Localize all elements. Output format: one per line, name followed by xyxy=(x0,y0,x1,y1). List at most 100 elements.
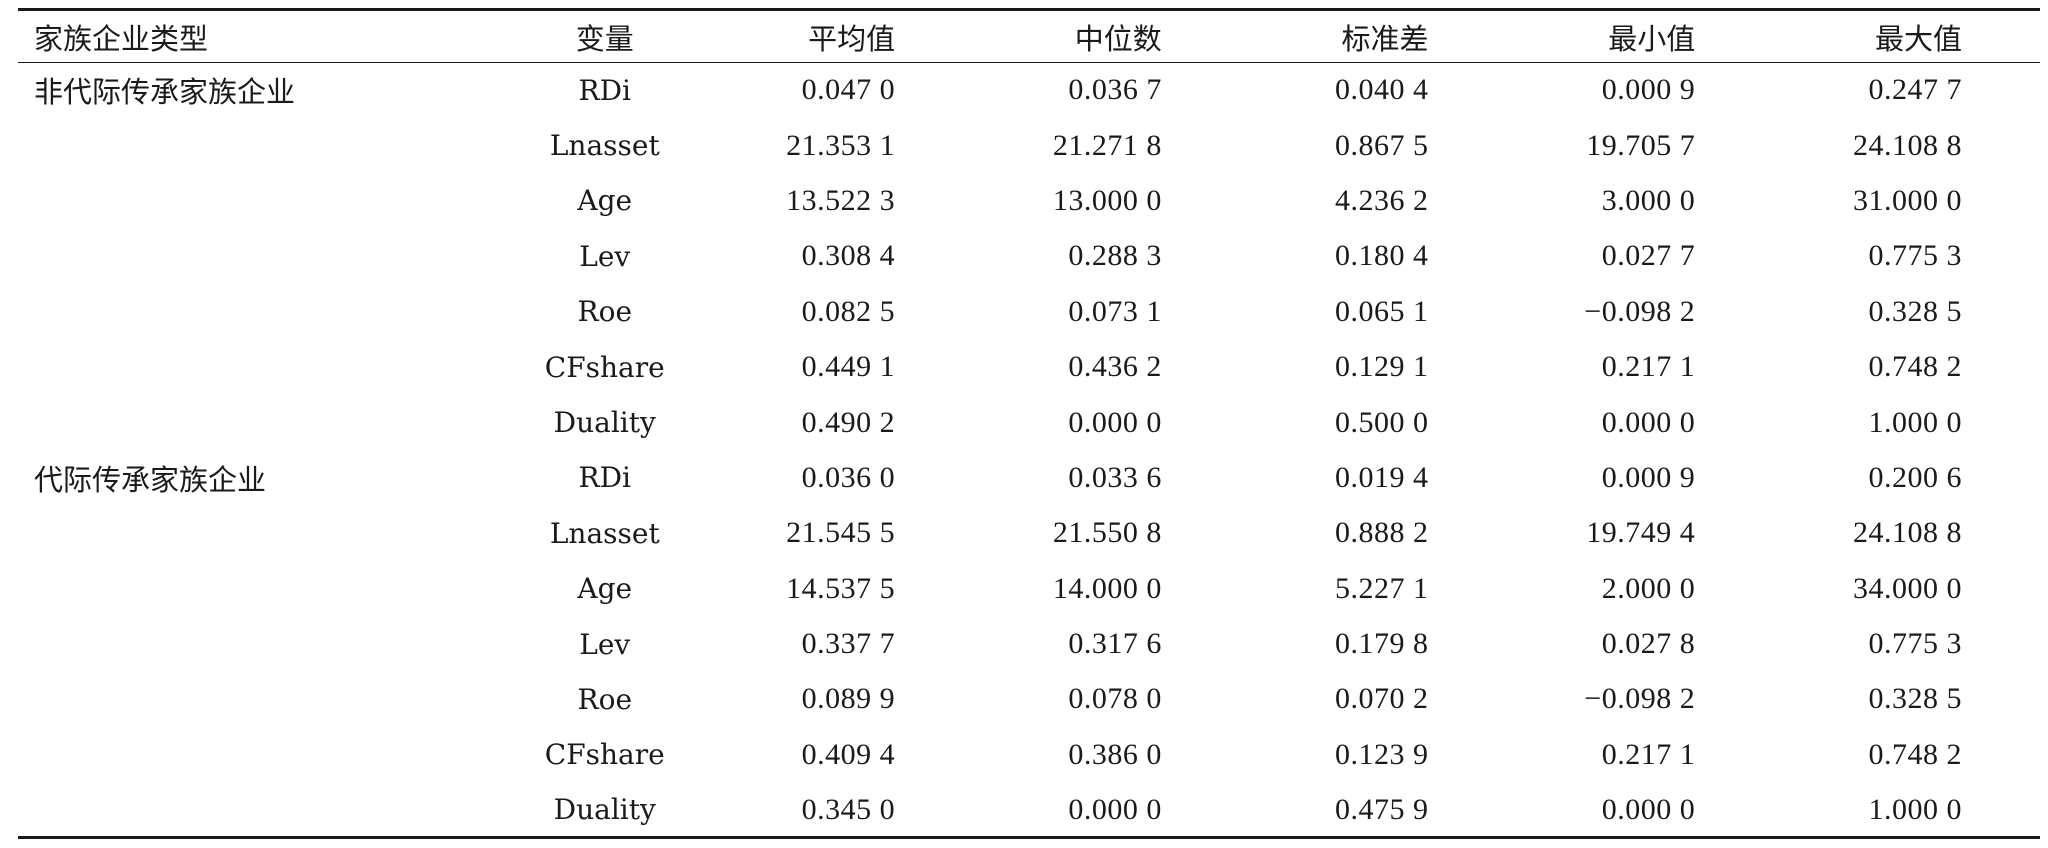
cell-std-dev: 0.180 4 xyxy=(1335,239,1429,273)
cell-min: 19.705 7 xyxy=(1586,128,1696,162)
cell-max: 24.108 8 xyxy=(1853,128,1962,162)
table-row: CFshare 0.409 4 0.386 0 0.123 9 0.217 1 0.748… xyxy=(18,727,2040,782)
table-row: Age 13.522 3 13.000 0 4.236 2 3.000 0 31.000 … xyxy=(18,173,2040,228)
cell-median: 0.000 0 xyxy=(973,782,1240,840)
header-min: 最小值 xyxy=(1506,8,1774,63)
table-row: Age 14.537 5 14.000 0 5.227 1 2.000 0 34.000 … xyxy=(18,561,2040,616)
cell-firm-type xyxy=(18,672,503,727)
cell-median: 0.033 6 xyxy=(1068,460,1162,494)
table-header: 家族企业类型 变量 平均值 中位数 标准差 最小值 最大值 xyxy=(18,8,2040,63)
cell-max: 0.247 7 xyxy=(1868,73,1962,107)
cell-variable: Duality xyxy=(503,782,707,840)
cell-std-dev: 0.019 4 xyxy=(1335,460,1429,494)
cell-firm-type xyxy=(18,284,503,339)
table-row: 代际传承家族企业 RDi 0.036 0 0.033 6 0.019 4 0.000 9 0… xyxy=(18,450,2040,505)
table-row: 非代际传承家族企业 RDi 0.047 0 0.036 7 0.040 4 0.000 9… xyxy=(18,63,2040,118)
cell-variable: Lev xyxy=(579,239,631,273)
cell-std-dev: 0.475 9 xyxy=(1239,782,1507,840)
cell-firm-type xyxy=(18,173,503,228)
cell-median: 14.000 0 xyxy=(1052,571,1162,605)
cell-max: 0.775 3 xyxy=(1868,627,1962,661)
cell-mean: 0.449 1 xyxy=(801,350,896,384)
cell-median: 13.000 0 xyxy=(1052,183,1162,217)
cell-variable: Duality xyxy=(553,406,656,440)
cell-std-dev: 0.129 1 xyxy=(1335,350,1429,384)
table-row: Lev 0.308 4 0.288 3 0.180 4 0.027 7 0.775 3 xyxy=(18,229,2040,284)
cell-variable: Roe xyxy=(577,682,633,716)
header-std-dev: 标准差 xyxy=(1239,8,1507,63)
cell-median: 0.317 6 xyxy=(1068,627,1162,661)
cell-median: 0.036 7 xyxy=(1068,73,1162,107)
cell-median: 0.288 3 xyxy=(1068,239,1162,273)
cell-std-dev: 0.179 8 xyxy=(1335,627,1429,661)
cell-firm-type: 非代际传承家族企业 xyxy=(34,75,296,110)
cell-std-dev: 0.070 2 xyxy=(1335,682,1429,716)
cell-max: 1.000 0 xyxy=(1773,782,2040,840)
cell-variable: CFshare xyxy=(544,738,665,772)
cell-variable: Lnasset xyxy=(549,516,660,550)
cell-median: 0.073 1 xyxy=(1068,294,1162,328)
cell-variable: Lnasset xyxy=(549,129,660,163)
cell-mean: 0.409 4 xyxy=(801,737,896,771)
cell-min: 0.000 9 xyxy=(1601,73,1696,107)
cell-min: 0.027 8 xyxy=(1601,627,1696,661)
cell-variable: CFshare xyxy=(544,350,665,384)
cell-mean: 0.089 9 xyxy=(801,682,896,716)
descriptive-statistics-table: 家族企业类型 变量 平均值 中位数 标准差 最小值 最大值 非代际传承家族企业 R… xyxy=(18,8,2040,840)
cell-min: −0.098 2 xyxy=(1584,682,1696,716)
cell-max: 0.775 3 xyxy=(1868,239,1962,273)
cell-mean: 0.345 0 xyxy=(706,782,974,840)
cell-mean: 0.337 7 xyxy=(801,627,896,661)
cell-max: 1.000 0 xyxy=(1868,405,1962,439)
cell-variable: Roe xyxy=(577,295,633,329)
table-row: Duality 0.345 0 0.000 0 0.475 9 0.000 0 1.000… xyxy=(18,782,2040,840)
cell-firm-type xyxy=(18,782,504,840)
cell-variable: Age xyxy=(577,184,633,218)
table-body: 非代际传承家族企业 RDi 0.047 0 0.036 7 0.040 4 0.000 9… xyxy=(18,63,2040,840)
table-row: Lnasset 21.353 1 21.271 8 0.867 5 19.705 7 24… xyxy=(18,118,2040,173)
cell-std-dev: 0.065 1 xyxy=(1335,294,1429,328)
cell-median: 21.550 8 xyxy=(1052,516,1162,550)
cell-firm-type xyxy=(18,118,503,173)
cell-max: 24.108 8 xyxy=(1853,516,1962,550)
cell-min: 0.027 7 xyxy=(1601,239,1696,273)
cell-median: 0.000 0 xyxy=(1068,405,1162,439)
cell-std-dev: 0.040 4 xyxy=(1335,73,1429,107)
cell-std-dev: 0.888 2 xyxy=(1335,516,1429,550)
cell-min: 0.000 0 xyxy=(1601,405,1696,439)
cell-max: 31.000 0 xyxy=(1853,183,1962,217)
cell-max: 34.000 0 xyxy=(1853,571,1962,605)
cell-min: 0.217 1 xyxy=(1601,737,1696,771)
header-row: 家族企业类型 变量 平均值 中位数 标准差 最小值 最大值 xyxy=(18,8,2040,63)
cell-variable: Lev xyxy=(579,627,631,661)
cell-firm-type xyxy=(18,727,503,782)
cell-std-dev: 0.500 0 xyxy=(1335,405,1429,439)
cell-mean: 21.545 5 xyxy=(786,516,896,550)
cell-min: 19.749 4 xyxy=(1586,516,1696,550)
cell-firm-type xyxy=(18,339,503,394)
table-row: Roe 0.089 9 0.078 0 0.070 2 −0.098 2 0.328 5 xyxy=(18,672,2040,727)
cell-max: 0.328 5 xyxy=(1868,682,1962,716)
cell-max: 0.200 6 xyxy=(1868,460,1962,494)
cell-firm-type xyxy=(18,506,503,561)
table-row: Roe 0.082 5 0.073 1 0.065 1 −0.098 2 0.328 5 xyxy=(18,284,2040,339)
cell-min: 3.000 0 xyxy=(1601,183,1696,217)
cell-median: 0.436 2 xyxy=(1068,350,1162,384)
cell-max: 0.748 2 xyxy=(1868,350,1962,384)
cell-min: 2.000 0 xyxy=(1601,571,1696,605)
header-max: 最大值 xyxy=(1773,8,2040,63)
cell-firm-type: 代际传承家族企业 xyxy=(34,462,267,497)
cell-firm-type xyxy=(18,561,503,616)
header-firm-type: 家族企业类型 xyxy=(18,8,504,63)
cell-median: 0.386 0 xyxy=(1068,737,1162,771)
header-mean: 平均值 xyxy=(706,8,974,63)
cell-std-dev: 4.236 2 xyxy=(1335,183,1429,217)
cell-variable: RDi xyxy=(578,461,632,495)
cell-mean: 13.522 3 xyxy=(786,183,896,217)
cell-max: 0.748 2 xyxy=(1868,737,1962,771)
cell-mean: 14.537 5 xyxy=(786,571,896,605)
table-row: Lnasset 21.545 5 21.550 8 0.888 2 19.749 4 24… xyxy=(18,506,2040,561)
cell-min: 0.000 9 xyxy=(1601,460,1696,494)
cell-mean: 0.082 5 xyxy=(801,294,896,328)
cell-mean: 0.308 4 xyxy=(801,239,896,273)
